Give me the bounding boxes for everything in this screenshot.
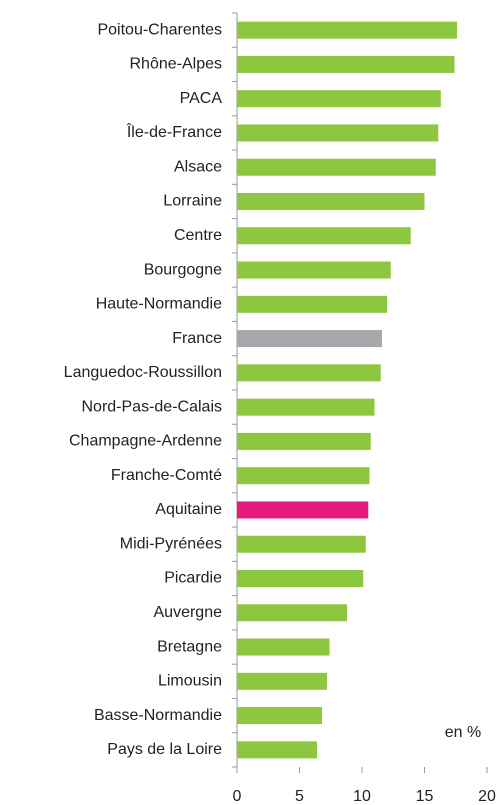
bar xyxy=(237,158,436,176)
x-tick-label: 5 xyxy=(295,788,304,805)
bar xyxy=(237,193,425,210)
y-tick-label: Franche-Comté xyxy=(111,467,222,484)
bar xyxy=(237,638,330,656)
y-tick-label: France xyxy=(172,330,222,347)
y-tick-label: Rhône-Alpes xyxy=(130,56,223,73)
bar xyxy=(237,432,371,450)
x-tick-label: 0 xyxy=(233,788,242,805)
y-tick-label: Pays de la Loire xyxy=(107,741,222,758)
bar xyxy=(237,364,381,382)
bar xyxy=(237,330,382,348)
y-tick-label: Auvergne xyxy=(154,604,223,621)
y-tick-label: Champagne-Ardenne xyxy=(69,433,222,450)
bar xyxy=(237,535,366,553)
y-tick-label: Alsace xyxy=(174,158,222,175)
bar xyxy=(237,124,439,142)
y-tick-label: Bourgogne xyxy=(144,261,222,278)
bar xyxy=(237,501,369,519)
y-tick-label: Poitou-Charentes xyxy=(97,21,222,38)
bar xyxy=(237,21,457,39)
y-tick-label: Lorraine xyxy=(163,193,222,210)
y-tick-label: Île-de-France xyxy=(126,122,222,141)
x-tick-label: 10 xyxy=(353,788,371,805)
bar xyxy=(237,604,347,622)
bar xyxy=(237,55,455,73)
bar xyxy=(237,467,370,485)
bar xyxy=(237,90,441,108)
y-tick-label: Centre xyxy=(174,227,222,244)
bar xyxy=(237,741,317,759)
bar xyxy=(237,261,391,279)
y-tick-label: Midi-Pyrénées xyxy=(120,535,222,552)
y-tick-label: Nord-Pas-de-Calais xyxy=(82,398,223,415)
bar xyxy=(237,295,387,313)
bar xyxy=(237,570,364,587)
y-tick-label: PACA xyxy=(180,90,223,107)
bar xyxy=(237,707,322,725)
y-tick-label: Basse-Normandie xyxy=(94,707,222,724)
bar xyxy=(237,672,327,690)
y-tick-label: Limousin xyxy=(158,673,222,690)
x-tick-label: 15 xyxy=(416,788,434,805)
y-tick-label: Haute-Normandie xyxy=(96,296,222,313)
y-tick-label: Aquitaine xyxy=(155,501,222,518)
bar xyxy=(237,227,411,245)
y-tick-label: Bretagne xyxy=(157,638,222,655)
x-tick-label: 20 xyxy=(478,788,496,805)
bar xyxy=(237,398,375,416)
unit-annotation: en % xyxy=(445,724,481,741)
y-tick-label: Picardie xyxy=(164,570,222,587)
y-tick-label: Languedoc-Roussillon xyxy=(64,364,222,381)
